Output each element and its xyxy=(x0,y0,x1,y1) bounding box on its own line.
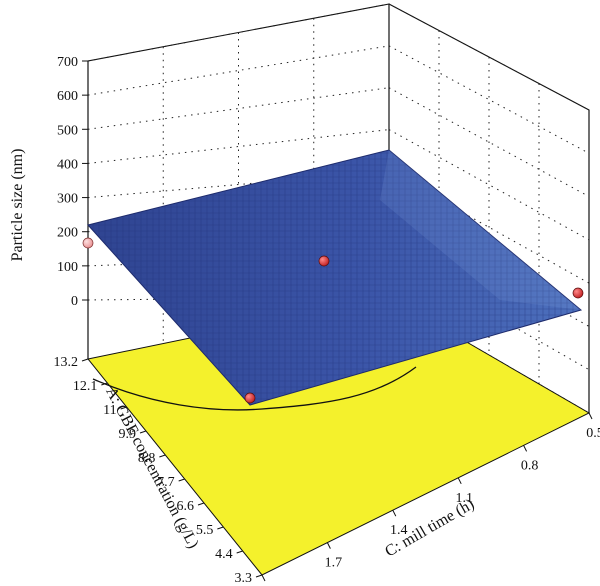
z-tick-label: 0 xyxy=(71,294,78,309)
x-tick-label: 3.3 xyxy=(235,571,253,586)
x-tick-mark xyxy=(255,574,263,578)
x-tick-mark xyxy=(236,550,243,554)
y-tick-label: 0.5 xyxy=(586,426,600,441)
design-point xyxy=(244,392,256,404)
y-tick-label: 0.8 xyxy=(521,458,539,473)
x-tick-label: 4.4 xyxy=(215,547,233,562)
y-tick-mark xyxy=(588,412,593,420)
front-frame xyxy=(87,61,590,413)
z-tick-label: 200 xyxy=(57,226,78,241)
y-tick-mark xyxy=(457,477,462,485)
z-axis: 0 100 200 300 400 500 600 700 xyxy=(57,55,88,309)
y-tick-mark xyxy=(392,509,397,517)
x-tick-label: 5.5 xyxy=(196,523,214,538)
x-tick-label: 13.2 xyxy=(54,355,79,370)
response-surface xyxy=(87,149,583,406)
x-tick-mark xyxy=(178,478,185,482)
x-tick-mark xyxy=(197,502,205,506)
y-tick-label: 1.4 xyxy=(390,523,408,538)
design-point xyxy=(318,255,330,267)
x-tick-label: 11 xyxy=(103,403,116,418)
surface-mesh xyxy=(88,150,581,405)
x-axis: 13.2 12.1 119.98.87.76.65.54.43.3 xyxy=(54,355,263,586)
y-tick-label: 1.7 xyxy=(325,556,343,571)
x-tick-label: 8.8 xyxy=(138,451,156,466)
y-axis: 21.71.41.10.80.5 xyxy=(261,412,600,582)
z-tick-label: 600 xyxy=(57,89,78,104)
x-tick-label: 7.7 xyxy=(157,475,175,490)
z-tick-label: 300 xyxy=(57,192,78,207)
grid-line xyxy=(87,45,390,96)
x-tick-label: 12.1 xyxy=(73,379,98,394)
grid-line xyxy=(388,45,590,154)
x-tick-label: 6.6 xyxy=(177,499,195,514)
design-point xyxy=(572,287,584,299)
x-tick-mark xyxy=(120,406,127,410)
x-tick-label: 9.9 xyxy=(119,427,137,442)
design-point xyxy=(82,237,94,249)
y-tick-mark xyxy=(326,542,331,549)
z-tick-label: 100 xyxy=(57,260,78,275)
grid-line xyxy=(388,87,590,198)
z-tick-label: 400 xyxy=(57,157,78,172)
design-points xyxy=(82,237,584,404)
x-tick-mark xyxy=(139,430,147,434)
y-tick-mark xyxy=(523,445,528,452)
contour-line xyxy=(92,366,417,411)
surface-highlight xyxy=(380,150,581,310)
x-tick-mark xyxy=(101,382,108,386)
y-tick-label: 1.1 xyxy=(455,491,473,506)
z-tick-label: 700 xyxy=(57,55,78,70)
grid-line xyxy=(87,87,390,130)
y-tick-mark xyxy=(261,574,266,582)
x-tick-mark xyxy=(81,358,89,362)
x-tick-mark xyxy=(217,526,224,530)
z-axis-title: Particle size (nm) xyxy=(9,149,26,262)
z-tick-label: 500 xyxy=(57,123,78,138)
grid-line xyxy=(87,129,390,164)
grid-line xyxy=(388,3,590,111)
x-tick-mark xyxy=(159,454,166,458)
